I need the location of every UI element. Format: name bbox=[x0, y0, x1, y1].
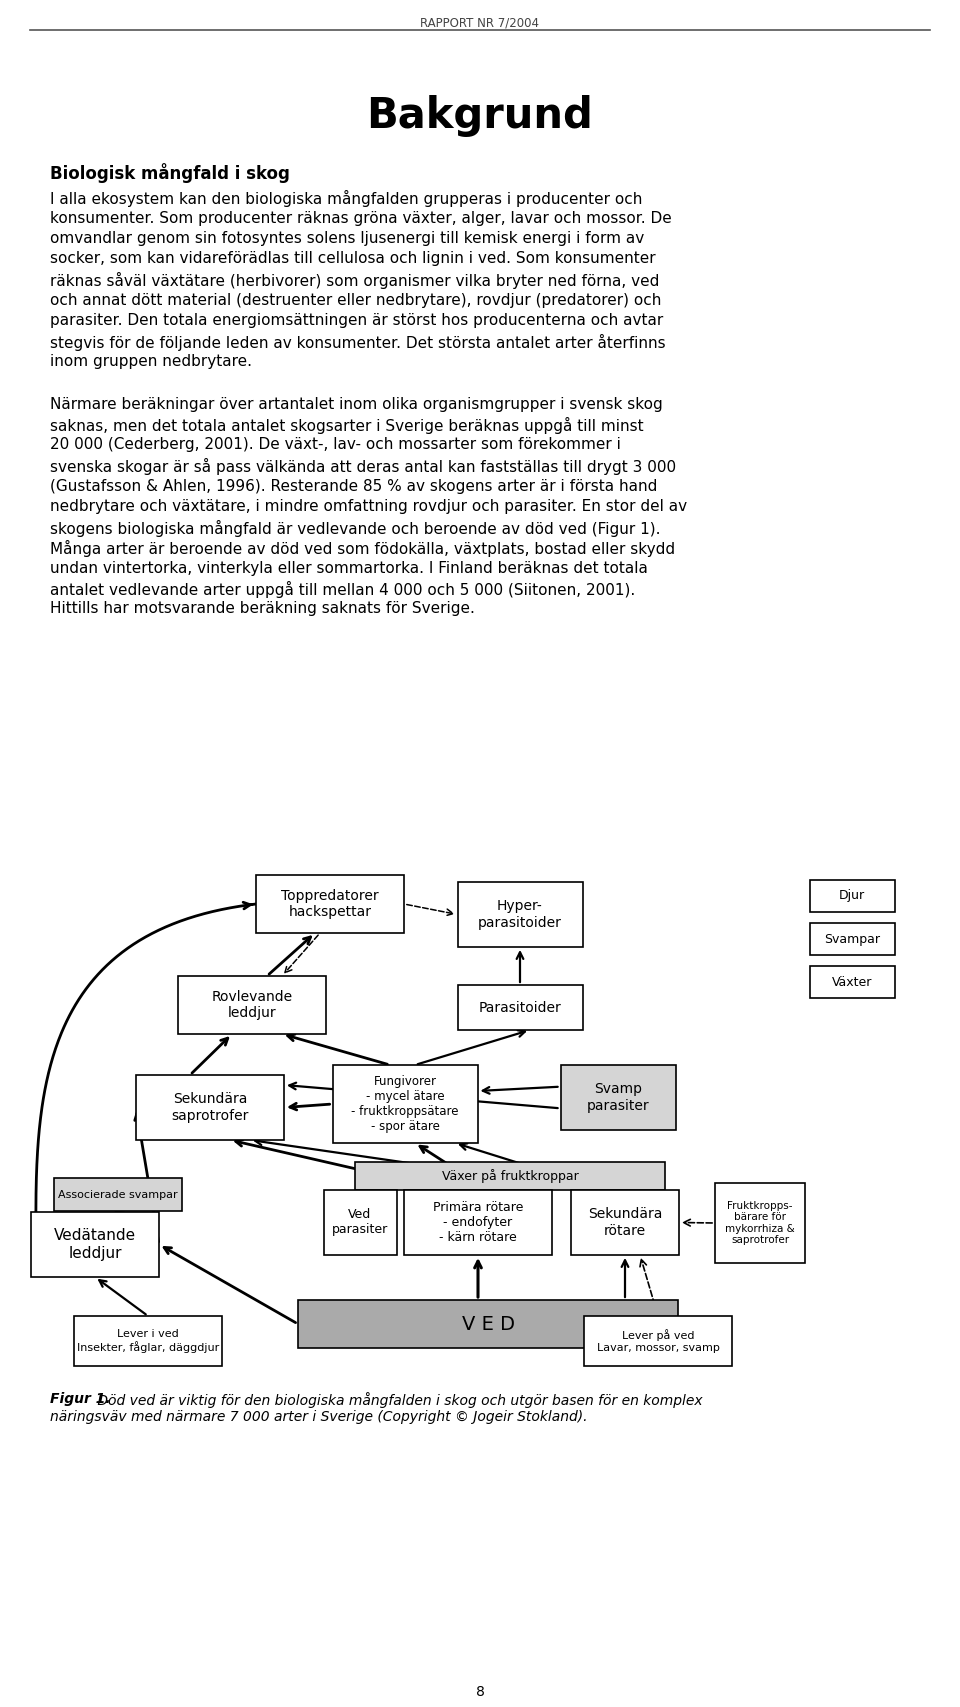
FancyBboxPatch shape bbox=[571, 1190, 679, 1255]
Text: Fruktkropps-
bärare för
mykorrhiza &
saprotrofer: Fruktkropps- bärare för mykorrhiza & sap… bbox=[725, 1200, 795, 1246]
Text: saknas, men det totala antalet skogsarter i Sverige beräknas uppgå till minst: saknas, men det totala antalet skogsarte… bbox=[50, 417, 643, 434]
Text: konsumenter. Som producenter räknas gröna växter, alger, lavar och mossor. De: konsumenter. Som producenter räknas grön… bbox=[50, 210, 672, 225]
FancyBboxPatch shape bbox=[809, 923, 895, 954]
Text: Svampar: Svampar bbox=[824, 932, 880, 946]
FancyBboxPatch shape bbox=[54, 1178, 182, 1210]
Text: Sekundära
rötare: Sekundära rötare bbox=[588, 1207, 662, 1238]
Text: Toppredatorer
hackspettar: Toppredatorer hackspettar bbox=[281, 889, 379, 918]
Text: Bakgrund: Bakgrund bbox=[367, 96, 593, 137]
FancyBboxPatch shape bbox=[136, 1075, 284, 1140]
FancyBboxPatch shape bbox=[458, 883, 583, 947]
Text: skogens biologiska mångfald är vedlevande och beroende av död ved (Figur 1).: skogens biologiska mångfald är vedlevand… bbox=[50, 519, 660, 536]
FancyBboxPatch shape bbox=[561, 1065, 676, 1130]
Text: Många arter är beroende av död ved som födokälla, växtplats, bostad eller skydd: Många arter är beroende av död ved som f… bbox=[50, 539, 675, 556]
FancyBboxPatch shape bbox=[256, 876, 404, 934]
FancyBboxPatch shape bbox=[298, 1301, 678, 1349]
FancyBboxPatch shape bbox=[355, 1162, 665, 1190]
Text: stegvis för de följande leden av konsumenter. Det största antalet arter återfinn: stegvis för de följande leden av konsume… bbox=[50, 333, 665, 350]
Text: Lever i ved
Insekter, fåglar, däggdjur: Lever i ved Insekter, fåglar, däggdjur bbox=[77, 1330, 219, 1354]
Text: Svamp
parasiter: Svamp parasiter bbox=[587, 1082, 649, 1113]
Text: Växter: Växter bbox=[831, 975, 873, 988]
Text: omvandlar genom sin fotosyntes solens ljusenergi till kemisk energi i form av: omvandlar genom sin fotosyntes solens lj… bbox=[50, 230, 644, 246]
FancyBboxPatch shape bbox=[809, 966, 895, 999]
Text: Primära rötare
- endofyter
- kärn rötare: Primära rötare - endofyter - kärn rötare bbox=[433, 1202, 523, 1244]
FancyBboxPatch shape bbox=[584, 1316, 732, 1366]
Text: Död ved är viktig för den biologiska mångfalden i skog och utgör basen för en ko: Död ved är viktig för den biologiska mån… bbox=[93, 1391, 703, 1408]
Text: undan vintertorka, vinterkyla eller sommartorka. I Finland beräknas det totala: undan vintertorka, vinterkyla eller somm… bbox=[50, 560, 648, 575]
Text: Hyper-
parasitoider: Hyper- parasitoider bbox=[478, 900, 562, 930]
Text: Associerade svampar: Associerade svampar bbox=[59, 1190, 178, 1200]
Text: näringsväv med närmare 7 000 arter i Sverige (Copyright © Jogeir Stokland).: näringsväv med närmare 7 000 arter i Sve… bbox=[50, 1410, 588, 1424]
Text: RAPPORT NR 7/2004: RAPPORT NR 7/2004 bbox=[420, 15, 540, 29]
FancyBboxPatch shape bbox=[809, 881, 895, 912]
Text: (Gustafsson & Ahlen, 1996). Resterande 85 % av skogens arter är i första hand: (Gustafsson & Ahlen, 1996). Resterande 8… bbox=[50, 478, 658, 493]
Text: Rovlevande
leddjur: Rovlevande leddjur bbox=[211, 990, 293, 1021]
Text: nedbrytare och växtätare, i mindre omfattning rovdjur och parasiter. En stor del: nedbrytare och växtätare, i mindre omfat… bbox=[50, 498, 687, 514]
FancyBboxPatch shape bbox=[74, 1316, 222, 1366]
Text: Sekundära
saprotrofer: Sekundära saprotrofer bbox=[171, 1092, 249, 1123]
Text: Närmare beräkningar över artantalet inom olika organismgrupper i svensk skog: Närmare beräkningar över artantalet inom… bbox=[50, 396, 662, 411]
FancyBboxPatch shape bbox=[324, 1190, 396, 1255]
Text: Hittills har motsvarande beräkning saknats för Sverige.: Hittills har motsvarande beräkning sakna… bbox=[50, 601, 475, 616]
Text: Ved
parasiter: Ved parasiter bbox=[332, 1209, 388, 1236]
Text: Figur 1.: Figur 1. bbox=[50, 1391, 110, 1407]
Text: V E D: V E D bbox=[462, 1314, 515, 1333]
Text: räknas såväl växtätare (herbivorer) som organismer vilka bryter ned förna, ved: räknas såväl växtätare (herbivorer) som … bbox=[50, 271, 660, 288]
Text: Parasitoider: Parasitoider bbox=[479, 1000, 562, 1014]
FancyBboxPatch shape bbox=[31, 1212, 159, 1277]
FancyBboxPatch shape bbox=[458, 985, 583, 1029]
Text: Växer på fruktkroppar: Växer på fruktkroppar bbox=[442, 1169, 578, 1183]
Text: Vedätande
leddjur: Vedätande leddjur bbox=[54, 1229, 136, 1261]
FancyBboxPatch shape bbox=[332, 1065, 477, 1144]
Text: Fungivorer
- mycel ätare
- fruktkroppsätare
- spor ätare: Fungivorer - mycel ätare - fruktkroppsät… bbox=[351, 1075, 459, 1133]
Text: 20 000 (Cederberg, 2001). De växt-, lav- och mossarter som förekommer i: 20 000 (Cederberg, 2001). De växt-, lav-… bbox=[50, 437, 621, 452]
Text: Biologisk mångfald i skog: Biologisk mångfald i skog bbox=[50, 162, 290, 183]
Text: parasiter. Den totala energiomsättningen är störst hos producenterna och avtar: parasiter. Den totala energiomsättningen… bbox=[50, 312, 663, 328]
FancyBboxPatch shape bbox=[404, 1190, 552, 1255]
FancyBboxPatch shape bbox=[178, 976, 326, 1034]
FancyBboxPatch shape bbox=[715, 1183, 805, 1263]
Text: Djur: Djur bbox=[839, 889, 865, 903]
Text: 8: 8 bbox=[475, 1685, 485, 1698]
Text: Lever på ved
Lavar, mossor, svamp: Lever på ved Lavar, mossor, svamp bbox=[596, 1330, 719, 1352]
Text: och annat dött material (destruenter eller nedbrytare), rovdjur (predatorer) och: och annat dött material (destruenter ell… bbox=[50, 292, 661, 307]
Text: antalet vedlevande arter uppgå till mellan 4 000 och 5 000 (Siitonen, 2001).: antalet vedlevande arter uppgå till mell… bbox=[50, 580, 636, 597]
Text: I alla ekosystem kan den biologiska mångfalden grupperas i producenter och: I alla ekosystem kan den biologiska mång… bbox=[50, 189, 642, 207]
Text: svenska skogar är så pass välkända att deras antal kan fastställas till drygt 3 : svenska skogar är så pass välkända att d… bbox=[50, 457, 676, 475]
Text: inom gruppen nedbrytare.: inom gruppen nedbrytare. bbox=[50, 353, 252, 369]
Text: socker, som kan vidareförädlas till cellulosa och lignin i ved. Som konsumenter: socker, som kan vidareförädlas till cell… bbox=[50, 251, 656, 266]
